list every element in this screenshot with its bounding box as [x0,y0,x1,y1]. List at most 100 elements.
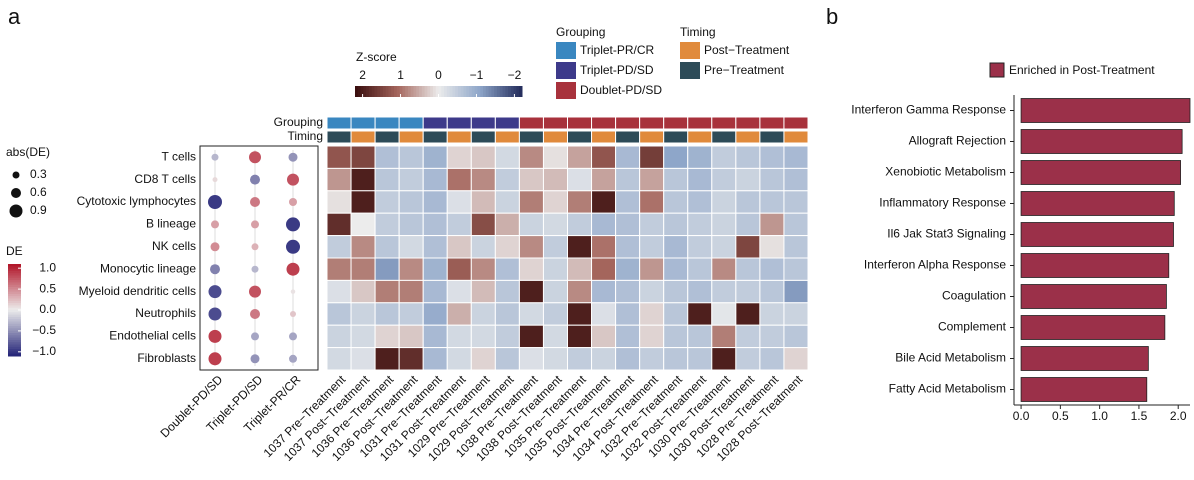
heatmap-cell [470,324,496,349]
colorbar-step [8,323,21,327]
heatmap-cell [759,145,785,169]
heatmap-cell [446,302,472,326]
dot [208,307,222,321]
legend-label: Doublet-PD/SD [580,83,662,97]
colorbar-step [8,277,21,281]
colorbar-step [444,86,448,97]
colorbar-step [8,264,21,267]
heatmap-cell [374,302,400,326]
heatmap-cell [518,347,544,371]
colorbar-step [477,86,481,97]
heatmap-cell [567,302,593,326]
heatmap-cell [398,324,424,349]
heatmap-cell [591,167,617,192]
heatmap-cell [567,145,593,169]
heatmap-cell [542,302,569,326]
annotation-cell [591,116,617,130]
heatmap-cell [422,167,448,192]
colorbar-step [393,86,398,97]
annotation-cell [567,116,593,130]
heatmap-cell [542,212,569,237]
heatmap-cell [759,212,785,237]
heatmap-cell [326,324,352,349]
heatmap-cell [663,324,689,349]
colorbar-step [435,86,439,97]
colorbar-step [8,319,21,322]
annotation-cell [759,130,785,144]
heatmap-cell [639,212,665,237]
colorbar-step [8,303,21,306]
heatmap-cell [518,167,544,192]
colorbar-step [368,86,373,97]
colorbar-step [8,312,21,316]
colorbar-step [8,300,21,304]
heatmap-cell [735,347,761,371]
heatmap-cell [735,302,761,326]
annotation-cell [639,130,665,144]
heatmap-cell [567,347,593,371]
bar [1020,191,1175,216]
colorbar-step [455,86,459,97]
heatmap-cell [735,145,761,169]
dot [251,243,259,251]
colorbar-step [8,307,21,311]
colorbar-step [8,305,21,309]
heatmap-cell [374,279,400,304]
heatmap-cell [615,279,641,304]
dot [288,152,298,162]
annotation-cell [398,130,424,144]
heatmap-cell [494,235,520,259]
colorbar-step [8,268,21,272]
heatmap-cell [711,190,737,214]
heatmap-cell [422,235,448,259]
heatmap-cell [350,257,376,281]
heatmap-cell [567,167,593,192]
colorbar-title: DE [6,244,23,258]
heatmap-cell [639,302,665,326]
heatmap-cell [470,167,496,192]
heatmap-cell [494,302,520,326]
colorbar-step [402,86,406,97]
heatmap-cell [350,145,376,169]
colorbar-step [452,86,456,97]
colorbar-step [8,291,21,295]
dot [210,242,220,252]
colorbar-title: Z-score [356,50,397,64]
colorbar-step [8,346,21,350]
colorbar-step [471,86,476,97]
colorbar-step [483,86,487,97]
heatmap-cell [591,235,617,259]
heatmap-cell [663,279,689,304]
colorbar-step [438,86,442,97]
heatmap-cell [783,167,809,192]
colorbar-tick-label: 0.5 [39,281,56,295]
heatmap-cell [687,279,713,304]
heatmap-cell [398,302,424,326]
heatmap-cell [735,279,761,304]
y-tick-label: Xenobiotic Metabolism [885,165,1006,179]
heatmap-cell [567,190,593,214]
heatmap-cell [446,257,472,281]
size-legend-label: 0.6 [30,185,47,199]
x-tick-label: 0.0 [1013,409,1030,423]
colorbar-step [460,86,465,97]
dot [289,332,297,341]
heatmap-cell [494,257,520,281]
legend-swatch [556,42,576,59]
annotation-cell [494,130,520,144]
annotation-cell [470,130,496,144]
annotation-cell [374,116,400,130]
heatmap-cell [567,324,593,349]
size-legend-label: 0.9 [30,203,47,217]
heatmap-cell [350,212,376,237]
heatmap-cell [518,212,544,237]
heatmap-cell [711,167,737,192]
heatmap-cell [350,167,376,192]
heatmap-cell [591,302,617,326]
annotation-cell [735,116,761,130]
heatmap-cell [591,212,617,237]
annotation-cell [350,130,376,144]
colorbar-tick-label: −2 [508,68,522,82]
heatmap-cell [783,257,809,281]
colorbar-step [446,86,451,97]
